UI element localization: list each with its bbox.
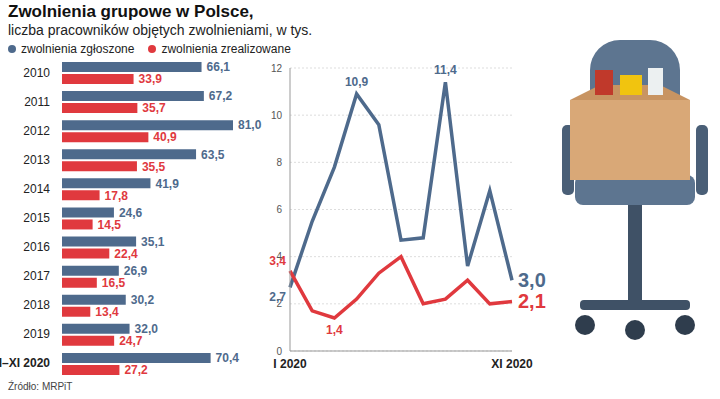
svg-text:I 2020: I 2020 (273, 357, 307, 371)
svg-text:XI 2020: XI 2020 (491, 357, 533, 371)
svg-text:40,9: 40,9 (153, 130, 177, 144)
svg-text:12: 12 (271, 63, 283, 74)
svg-text:63,5: 63,5 (201, 148, 225, 162)
svg-text:6: 6 (276, 204, 282, 215)
svg-text:70,4: 70,4 (216, 351, 240, 365)
svg-text:81,0: 81,0 (238, 118, 262, 132)
svg-text:66,1: 66,1 (207, 60, 231, 74)
svg-text:24,6: 24,6 (119, 206, 143, 220)
svg-text:41,9: 41,9 (155, 177, 179, 191)
svg-text:I–XI 2020: I–XI 2020 (8, 356, 50, 370)
html-text:zwolnienia zrealizowane: zwolnienia zrealizowane (161, 42, 291, 56)
html-text:liczba pracowników objętych zw: liczba pracowników objętych zwolnieniami… (8, 22, 313, 38)
svg-text:22,4: 22,4 (114, 247, 138, 261)
svg-text:8: 8 (276, 157, 282, 168)
svg-text:16,5: 16,5 (102, 276, 126, 290)
svg-text:2019: 2019 (23, 327, 50, 341)
html-text:Zwolnienia grupowe w Polsce,: Zwolnienia grupowe w Polsce, (8, 2, 254, 21)
svg-text:11,4: 11,4 (434, 63, 457, 77)
svg-text:35,5: 35,5 (142, 160, 166, 174)
svg-text:2,1: 2,1 (518, 290, 546, 312)
svg-text:26,9: 26,9 (124, 264, 148, 278)
svg-text:17,8: 17,8 (105, 189, 129, 203)
svg-text:2016: 2016 (23, 240, 50, 254)
svg-text:3,0: 3,0 (518, 269, 546, 291)
svg-text:35,1: 35,1 (141, 235, 165, 249)
svg-text:2012: 2012 (23, 124, 50, 138)
html-text:Źródło: MRPiT: Źródło: MRPiT (8, 381, 73, 392)
svg-text:10: 10 (271, 110, 283, 121)
svg-text:2,7: 2,7 (269, 290, 286, 304)
svg-text:2010: 2010 (23, 66, 50, 80)
svg-text:32,0: 32,0 (134, 322, 158, 337)
svg-text:3,4: 3,4 (269, 254, 286, 268)
svg-text:2013: 2013 (23, 153, 50, 167)
svg-text:2011: 2011 (24, 95, 50, 109)
svg-text:30,2: 30,2 (131, 293, 155, 307)
svg-text:67,2: 67,2 (209, 89, 233, 103)
svg-text:27,2: 27,2 (124, 363, 148, 377)
svg-text:1,4: 1,4 (326, 323, 343, 337)
svg-text:2018: 2018 (23, 298, 50, 312)
svg-text:24,7: 24,7 (119, 334, 143, 348)
svg-text:2014: 2014 (23, 182, 50, 196)
svg-text:35,7: 35,7 (142, 101, 166, 115)
svg-text:33,9: 33,9 (139, 72, 163, 86)
svg-text:2015: 2015 (23, 211, 50, 225)
svg-text:14,5: 14,5 (98, 218, 122, 232)
html-text:zwolnienia zgłoszone: zwolnienia zgłoszone (21, 42, 135, 56)
svg-text:13,4: 13,4 (95, 305, 119, 319)
svg-text:10,9: 10,9 (345, 75, 369, 89)
svg-text:2017: 2017 (23, 269, 50, 283)
svg-text:0: 0 (276, 346, 282, 357)
